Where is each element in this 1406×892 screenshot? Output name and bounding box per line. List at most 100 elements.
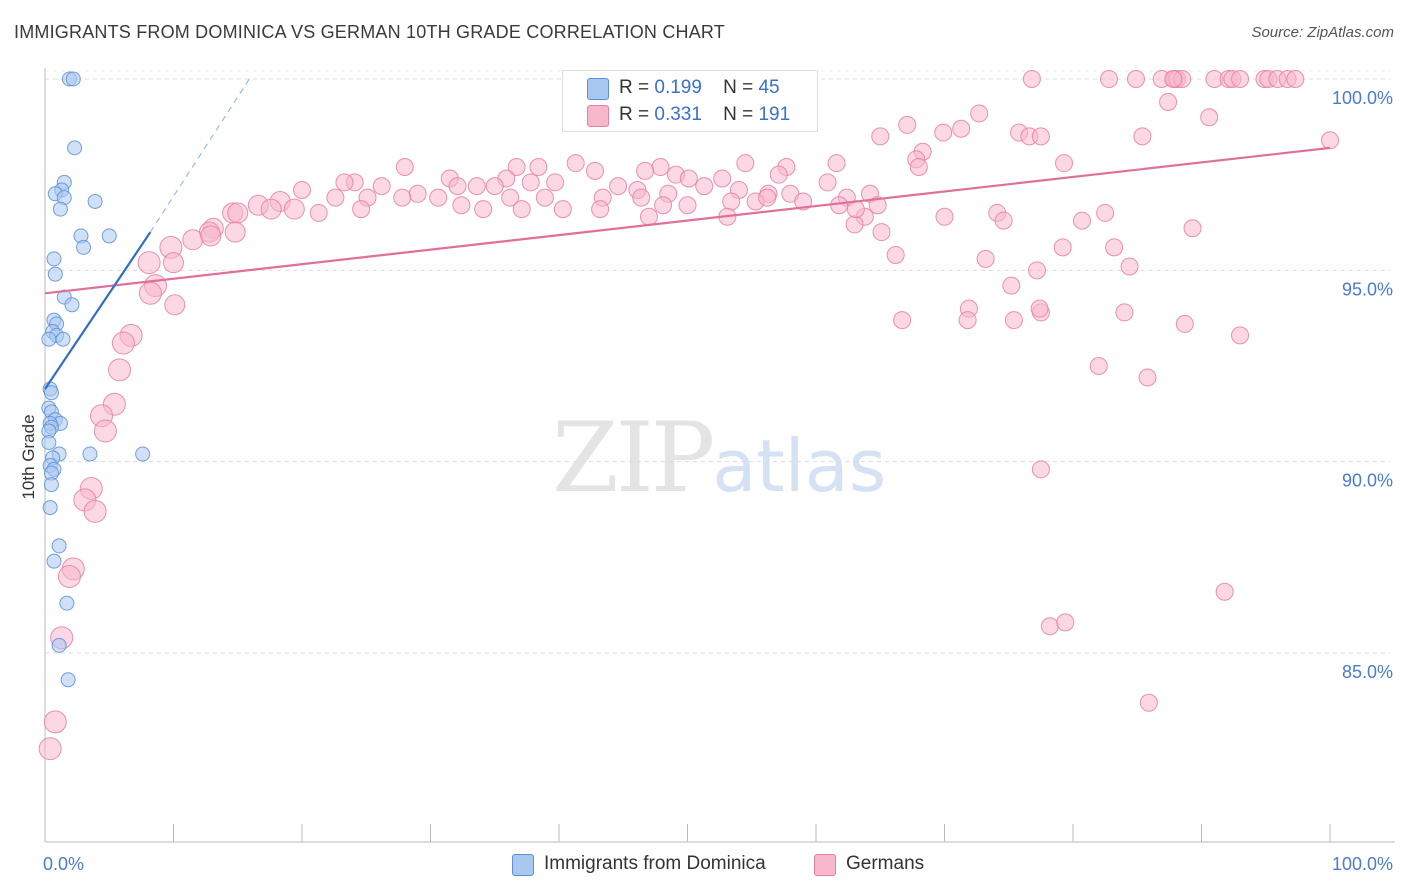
source-label: Source: ZipAtlas.com bbox=[1251, 24, 1394, 41]
germans-point bbox=[713, 169, 732, 188]
germans-point bbox=[1028, 261, 1047, 280]
germans-point bbox=[467, 177, 486, 196]
germans-point bbox=[636, 161, 655, 180]
germans-point bbox=[395, 158, 414, 177]
germans-point bbox=[1159, 92, 1178, 111]
germans-trendline bbox=[44, 146, 1331, 295]
germans-point bbox=[224, 221, 246, 243]
germans-point bbox=[57, 564, 81, 588]
dominica-point bbox=[101, 228, 117, 244]
germans-point bbox=[678, 196, 697, 215]
y-axis-title: 10th Grade bbox=[19, 414, 38, 499]
dominica-point bbox=[65, 71, 81, 87]
x-tick-label-min: 0.0% bbox=[43, 854, 84, 874]
germans-point bbox=[137, 251, 161, 275]
germans-point bbox=[651, 158, 670, 177]
germans-point bbox=[182, 229, 204, 251]
dominica-point bbox=[60, 672, 76, 688]
germans-point bbox=[695, 177, 714, 196]
germans-point bbox=[1139, 693, 1158, 712]
dominica-point bbox=[41, 331, 57, 347]
germans-point bbox=[1022, 70, 1041, 88]
series-label-germans: Germans bbox=[846, 853, 925, 874]
germans-point bbox=[1089, 357, 1108, 375]
germans-point bbox=[93, 419, 117, 443]
chart-title: IMMIGRANTS FROM DOMINICA VS GERMAN 10TH … bbox=[14, 22, 725, 42]
germans-point bbox=[335, 173, 354, 192]
legend-swatch-blue bbox=[587, 78, 609, 100]
dominica-point bbox=[43, 477, 59, 493]
y-tick-label: 95.0% bbox=[1342, 279, 1393, 299]
correlation-legend: R = 0.199 N = 45 R = 0.331 N = 191 bbox=[562, 70, 818, 132]
watermark-atlas: atlas bbox=[712, 424, 887, 508]
germans-point bbox=[1183, 219, 1202, 238]
germans-point bbox=[1004, 311, 1023, 330]
germans-point bbox=[1040, 617, 1059, 636]
germans-point bbox=[408, 184, 427, 203]
germans-point bbox=[736, 154, 755, 173]
y-tick-label: 100.0% bbox=[1332, 88, 1393, 108]
germans-point bbox=[429, 188, 448, 207]
germans-point bbox=[452, 196, 471, 215]
dominica-point bbox=[135, 446, 151, 462]
legend-pink-r-value: 0.331 bbox=[654, 104, 702, 125]
dominica-point bbox=[51, 538, 67, 554]
germans-point bbox=[830, 196, 849, 215]
dominica-point bbox=[41, 435, 57, 451]
germans-point bbox=[1200, 108, 1219, 127]
germans-point bbox=[970, 104, 989, 123]
dominica-point bbox=[47, 266, 63, 282]
germans-point bbox=[283, 198, 305, 220]
germans-point bbox=[1030, 299, 1049, 318]
germans-point bbox=[1321, 131, 1339, 150]
germans-point bbox=[1231, 70, 1250, 88]
germans-point bbox=[1126, 70, 1145, 88]
germans-point bbox=[934, 123, 953, 142]
germans-point bbox=[909, 158, 928, 177]
germans-point bbox=[976, 249, 995, 268]
germans-point bbox=[1164, 70, 1183, 88]
dominica-trendline bbox=[44, 231, 152, 390]
germans-point bbox=[1002, 276, 1021, 295]
germans-point bbox=[309, 203, 328, 222]
germans-point bbox=[485, 177, 504, 196]
germans-point bbox=[1105, 238, 1124, 257]
y-tick-label: 85.0% bbox=[1342, 662, 1393, 682]
germans-point bbox=[872, 223, 891, 242]
germans-point bbox=[1175, 314, 1194, 333]
germans-point bbox=[758, 188, 777, 207]
germans-point bbox=[639, 207, 658, 226]
germans-point bbox=[1133, 127, 1152, 146]
dominica-point bbox=[76, 239, 92, 255]
dominica-point bbox=[42, 500, 58, 516]
germans-point bbox=[722, 192, 741, 211]
watermark: ZIPatlas bbox=[552, 402, 886, 514]
dominica-point bbox=[46, 251, 62, 267]
germans-point bbox=[818, 173, 837, 192]
legend-blue-n-label: N = bbox=[723, 77, 754, 98]
germans-point bbox=[326, 188, 345, 207]
germans-point bbox=[1055, 154, 1074, 173]
germans-point bbox=[521, 173, 540, 192]
germans-point bbox=[1096, 203, 1115, 222]
dominica-point bbox=[82, 446, 98, 462]
germans-point bbox=[1231, 326, 1250, 345]
legend-blue-n-value: 45 bbox=[758, 77, 780, 98]
germans-point bbox=[293, 180, 311, 199]
legend-blue-r-value: 0.199 bbox=[654, 77, 702, 98]
germans-point bbox=[1031, 127, 1050, 146]
legend-text-blue: R = 0.199 N = 45 bbox=[619, 77, 780, 99]
germans-point bbox=[952, 119, 971, 138]
germans-point bbox=[507, 158, 526, 177]
germans-point bbox=[935, 207, 954, 226]
germans-point bbox=[512, 200, 531, 219]
germans-point bbox=[827, 154, 846, 173]
germans-point bbox=[794, 192, 813, 211]
germans-point bbox=[1120, 257, 1139, 276]
germans-point bbox=[609, 177, 628, 196]
germans-point bbox=[654, 196, 673, 215]
watermark-zip: ZIP bbox=[552, 402, 715, 514]
germans-point bbox=[164, 294, 186, 316]
germans-point bbox=[898, 115, 917, 134]
